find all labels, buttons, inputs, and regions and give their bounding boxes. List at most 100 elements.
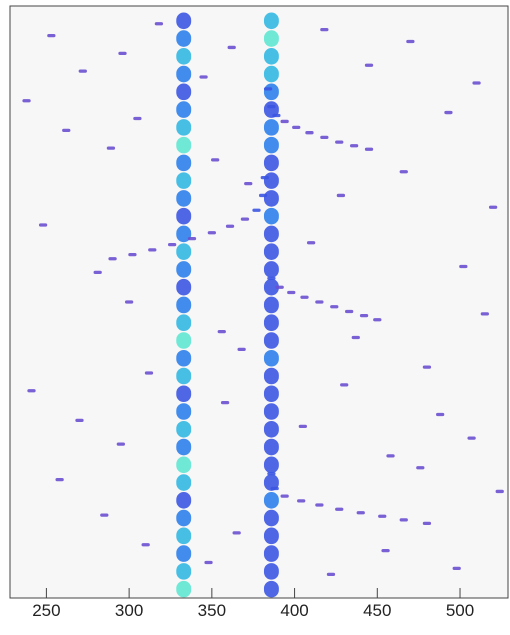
band-cell <box>176 420 192 438</box>
cell <box>298 424 307 428</box>
band-cell <box>263 349 279 367</box>
band-cell <box>263 456 279 474</box>
cell <box>227 45 236 50</box>
band-cell <box>263 580 279 598</box>
cell <box>78 69 87 73</box>
cell <box>488 205 498 209</box>
cell <box>459 264 468 269</box>
cell <box>378 514 387 518</box>
cell <box>381 549 390 553</box>
cell <box>364 63 374 67</box>
cell <box>315 503 324 507</box>
cell <box>436 412 445 417</box>
cell <box>144 371 154 375</box>
cell <box>207 231 216 235</box>
band-cell <box>176 563 192 580</box>
cell <box>100 513 109 517</box>
band-cell <box>176 48 192 65</box>
band-cell <box>176 30 192 47</box>
cell <box>259 193 268 198</box>
band-cell <box>176 367 192 385</box>
cell <box>199 75 208 79</box>
cell <box>495 489 504 494</box>
band-cell <box>263 527 279 545</box>
cell <box>399 518 408 522</box>
cell <box>211 158 220 162</box>
cell <box>133 116 142 121</box>
cell <box>27 389 36 393</box>
band-cell <box>263 119 279 136</box>
cell <box>267 276 276 280</box>
cell <box>38 223 48 227</box>
band-cell <box>263 261 279 278</box>
band-cell <box>176 403 192 420</box>
cell <box>335 507 344 511</box>
cell <box>467 436 476 440</box>
cell <box>480 312 489 316</box>
band-cell <box>176 296 192 314</box>
cell <box>47 33 56 38</box>
cell <box>168 242 177 247</box>
cell <box>373 318 382 322</box>
cell <box>422 521 432 526</box>
band-cell <box>263 509 279 527</box>
cell <box>124 300 134 304</box>
cell <box>204 560 213 565</box>
cell <box>356 511 365 515</box>
cell <box>326 572 336 576</box>
band-cell <box>176 83 192 101</box>
band-cell <box>176 65 192 83</box>
x-tick-label: 350 <box>198 601 226 620</box>
cell <box>297 499 306 503</box>
band-cell <box>176 438 192 456</box>
x-tick-label: 300 <box>115 601 143 620</box>
band-cell <box>176 456 192 474</box>
x-tick-label: 400 <box>280 601 308 620</box>
band-cell <box>263 65 279 83</box>
cell <box>93 270 102 275</box>
cell <box>305 131 314 135</box>
band-cell <box>176 243 192 260</box>
band-cell <box>263 83 279 101</box>
band-cell <box>263 296 279 314</box>
band-cell <box>176 278 192 296</box>
cell <box>237 347 246 351</box>
band-cell <box>263 30 279 47</box>
cell <box>345 309 354 314</box>
cell <box>287 290 296 295</box>
band-cell <box>263 420 279 438</box>
band-cell <box>263 563 279 580</box>
band-cell <box>176 314 192 332</box>
band-cell <box>263 136 279 154</box>
cell <box>472 81 481 85</box>
band-cell <box>176 261 192 278</box>
cell <box>452 566 461 571</box>
cell <box>422 365 432 369</box>
cell <box>55 477 64 482</box>
band-cell <box>176 172 192 189</box>
cell <box>217 329 226 334</box>
cell <box>252 208 261 212</box>
cell <box>315 300 324 304</box>
cell <box>22 99 31 103</box>
cell <box>330 305 339 309</box>
cell <box>118 51 127 55</box>
cell <box>267 105 276 109</box>
cell <box>141 543 150 547</box>
band-cell <box>263 438 279 456</box>
band-cell <box>176 385 192 403</box>
cell <box>300 295 309 299</box>
band-cell <box>263 385 279 403</box>
cell <box>336 193 346 198</box>
cell <box>225 224 235 228</box>
band-cell <box>263 172 279 189</box>
cell <box>359 313 369 318</box>
cell <box>232 531 241 535</box>
band-cell <box>263 207 279 225</box>
band-cell <box>176 12 192 30</box>
band-cell <box>176 225 192 243</box>
cell <box>267 472 276 476</box>
cell <box>386 454 395 458</box>
cell <box>272 113 281 118</box>
band-cell <box>176 101 192 118</box>
